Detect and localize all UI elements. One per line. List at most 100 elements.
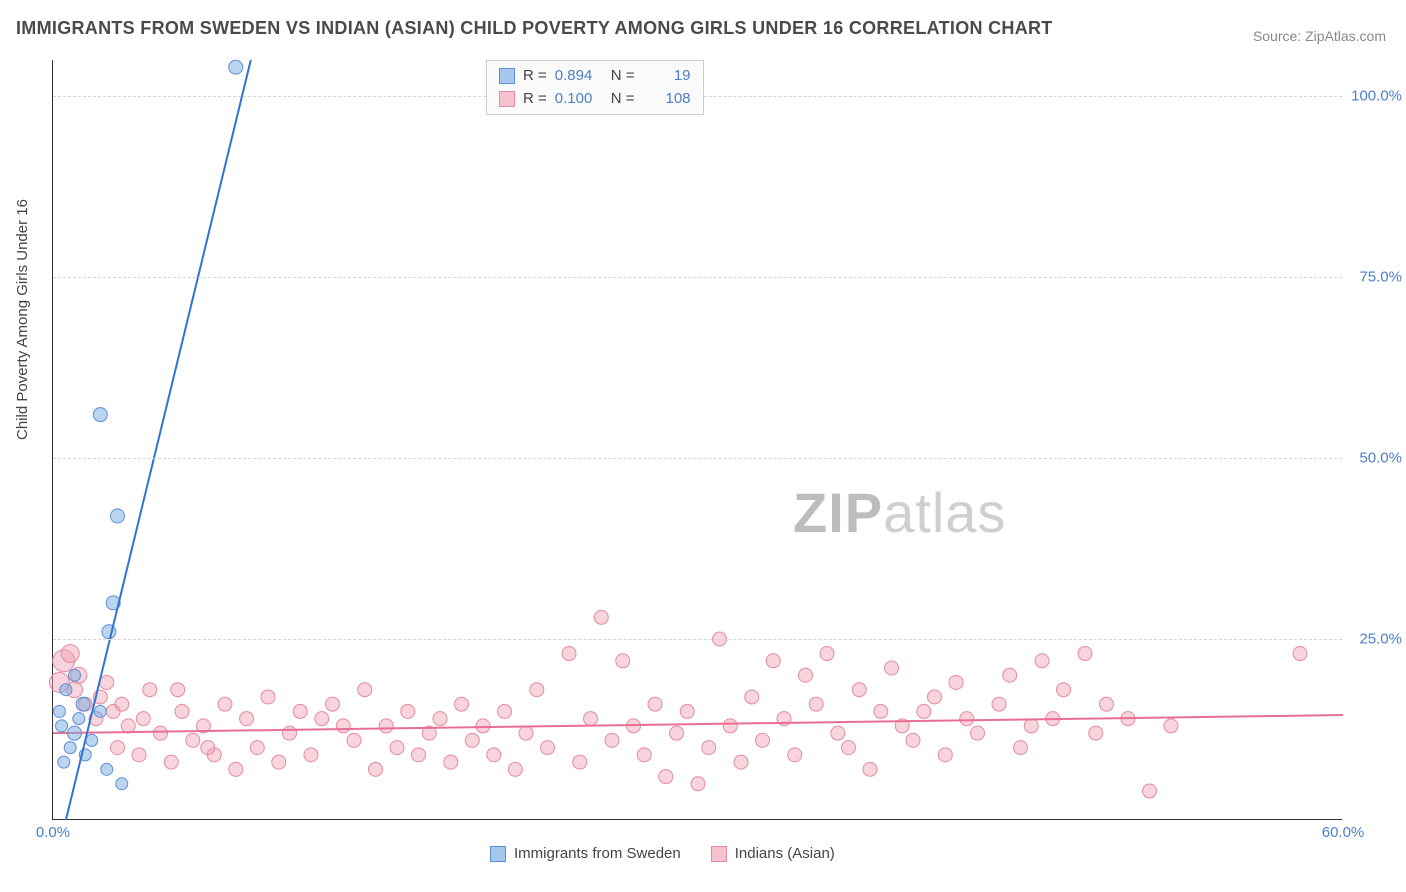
data-point: [519, 726, 533, 740]
data-point: [111, 509, 125, 523]
data-point: [76, 697, 90, 711]
data-point: [116, 778, 128, 790]
data-point: [283, 726, 297, 740]
x-tick-label: 60.0%: [1322, 824, 1365, 841]
data-point: [605, 733, 619, 747]
data-point: [401, 704, 415, 718]
data-point: [734, 755, 748, 769]
data-point: [885, 661, 899, 675]
data-point: [143, 683, 157, 697]
data-point: [1024, 719, 1038, 733]
data-point: [53, 705, 65, 717]
y-axis-label: Child Poverty Among Girls Under 16: [14, 199, 31, 440]
data-point: [164, 755, 178, 769]
data-point: [1078, 647, 1092, 661]
gridline: [53, 458, 1342, 459]
data-point: [1057, 683, 1071, 697]
data-point: [906, 733, 920, 747]
data-point: [530, 683, 544, 697]
data-point: [229, 60, 243, 74]
y-tick-label: 25.0%: [1347, 631, 1402, 648]
data-point: [136, 712, 150, 726]
r-value-sweden: 0.894: [555, 65, 603, 88]
gridline: [53, 639, 1342, 640]
r-label: R =: [523, 88, 547, 111]
data-point: [680, 704, 694, 718]
data-point: [702, 741, 716, 755]
n-label: N =: [611, 88, 635, 111]
data-point: [315, 712, 329, 726]
y-tick-label: 100.0%: [1347, 88, 1402, 105]
legend-row-sweden: R = 0.894 N = 19: [499, 65, 691, 88]
data-point: [788, 748, 802, 762]
bottom-legend-label-indian: Indians (Asian): [735, 845, 835, 862]
data-point: [293, 704, 307, 718]
data-point: [960, 712, 974, 726]
data-point: [68, 726, 82, 740]
data-point: [541, 741, 555, 755]
data-point: [1100, 697, 1114, 711]
data-point: [508, 762, 522, 776]
swatch-sweden: [490, 846, 506, 862]
data-point: [1164, 719, 1178, 733]
legend-row-indian: R = 0.100 N = 108: [499, 88, 691, 111]
chart-title: IMMIGRANTS FROM SWEDEN VS INDIAN (ASIAN)…: [16, 18, 1053, 39]
y-tick-label: 50.0%: [1347, 450, 1402, 467]
data-point: [379, 719, 393, 733]
data-point: [229, 762, 243, 776]
data-point: [917, 704, 931, 718]
data-point: [433, 712, 447, 726]
data-point: [121, 719, 135, 733]
data-point: [132, 748, 146, 762]
data-point: [949, 675, 963, 689]
data-point: [573, 755, 587, 769]
data-point: [201, 741, 215, 755]
data-point: [412, 748, 426, 762]
data-point: [820, 647, 834, 661]
data-point: [723, 719, 737, 733]
bottom-legend-item-indian: Indians (Asian): [711, 845, 835, 862]
data-point: [101, 763, 113, 775]
x-tick-label: 0.0%: [36, 824, 70, 841]
bottom-legend-item-sweden: Immigrants from Sweden: [490, 845, 681, 862]
data-point: [347, 733, 361, 747]
data-point: [928, 690, 942, 704]
correlation-legend: R = 0.894 N = 19 R = 0.100 N = 108: [486, 60, 704, 115]
data-point: [1035, 654, 1049, 668]
data-point: [336, 719, 350, 733]
data-point: [154, 726, 168, 740]
data-point: [594, 610, 608, 624]
data-point: [218, 697, 232, 711]
data-point: [390, 741, 404, 755]
data-point: [56, 720, 68, 732]
data-point: [1089, 726, 1103, 740]
data-point: [1014, 741, 1028, 755]
data-point: [745, 690, 759, 704]
swatch-sweden: [499, 68, 515, 84]
data-point: [58, 756, 70, 768]
r-label: R =: [523, 65, 547, 88]
data-point: [240, 712, 254, 726]
data-point: [648, 697, 662, 711]
data-point: [691, 777, 705, 791]
y-tick-label: 75.0%: [1347, 269, 1402, 286]
data-point: [863, 762, 877, 776]
data-point: [326, 697, 340, 711]
plot-area: ZIPatlas 25.0%50.0%75.0%100.0%0.0%60.0%: [52, 60, 1342, 820]
r-value-indian: 0.100: [555, 88, 603, 111]
data-point: [175, 704, 189, 718]
data-point: [111, 741, 125, 755]
data-point: [476, 719, 490, 733]
data-point: [831, 726, 845, 740]
data-point: [94, 705, 106, 717]
data-point: [455, 697, 469, 711]
data-point: [86, 734, 98, 746]
data-point: [766, 654, 780, 668]
data-point: [261, 690, 275, 704]
data-point: [100, 675, 114, 689]
data-point: [304, 748, 318, 762]
source-label: Source: ZipAtlas.com: [1253, 28, 1386, 44]
data-point: [465, 733, 479, 747]
data-point: [115, 697, 129, 711]
n-value-indian: 108: [643, 88, 691, 111]
